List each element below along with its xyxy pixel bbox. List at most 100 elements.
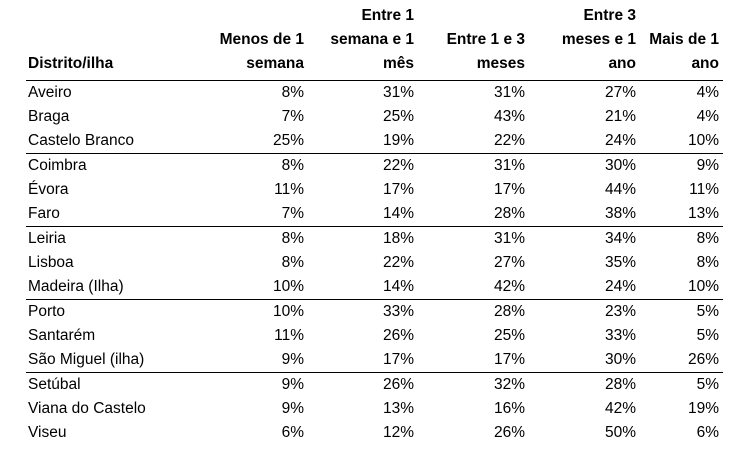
district-name-cell: Porto (28, 303, 66, 320)
percentage-cell: 26% (382, 327, 414, 344)
percentage-cell: 30% (604, 157, 636, 174)
percentage-cell: 11% (274, 181, 304, 198)
percentage-cell: 31% (493, 84, 525, 101)
percentage-cell: 13% (382, 400, 414, 417)
percentage-cell: 23% (604, 303, 636, 320)
percentage-cell: 28% (493, 303, 525, 320)
percentage-cell: 18% (382, 230, 414, 247)
percentage-cell: 9% (696, 157, 719, 174)
table-header: Distrito/ilha Menos de 1 semana Entre 1 … (26, 4, 723, 81)
percentage-cell: 17% (382, 181, 414, 198)
table-body: Aveiro 8% 31% 31% 27% 4% Braga 7% 25% 43% 21% 4% Cas… (26, 81, 723, 446)
table-row: São Miguel (ilha) 9% 17% 17% 30% 26% (26, 348, 723, 373)
district-name-cell: Viseu (28, 424, 67, 441)
percentage-cell: 34% (604, 230, 636, 247)
table-row: Santarém 11% 26% 25% 33% 5% (26, 324, 723, 348)
district-name-cell: Castelo Branco (28, 132, 134, 149)
percentage-cell: 10% (687, 278, 719, 295)
percentage-cell: 43% (493, 108, 525, 125)
percentage-cell: 24% (604, 278, 636, 295)
header-3-months-to-1-year: Entre 3 meses e 1 ano (561, 7, 636, 72)
percentage-cell: 22% (493, 132, 525, 149)
percentage-cell: 5% (696, 327, 719, 344)
percentage-cell: 10% (272, 303, 304, 320)
percentage-cell: 31% (493, 157, 525, 174)
percentage-cell: 38% (604, 205, 636, 222)
district-name-cell: Coimbra (28, 157, 87, 174)
percentage-cell: 31% (382, 84, 414, 101)
percentage-cell: 25% (382, 108, 414, 125)
district-name-cell: São Miguel (ilha) (28, 351, 145, 368)
percentage-cell: 28% (604, 376, 636, 393)
table-row: Viseu 6% 12% 26% 50% 6% (26, 421, 723, 445)
percentage-cell: 7% (281, 108, 304, 125)
header-row: Distrito/ilha Menos de 1 semana Entre 1 … (26, 4, 723, 81)
percentage-cell: 25% (272, 132, 304, 149)
percentage-cell: 5% (696, 303, 719, 320)
header-1-week-to-1-month: Entre 1 semana e 1 mês (330, 7, 414, 72)
percentage-cell: 8% (696, 254, 719, 271)
percentage-cell: 26% (382, 376, 414, 393)
percentage-cell: 26% (493, 424, 525, 441)
percentage-cell: 33% (604, 327, 636, 344)
header-district: Distrito/ilha (28, 55, 114, 72)
percentage-cell: 27% (493, 254, 525, 271)
percentage-cell: 27% (604, 84, 636, 101)
percentage-cell: 17% (493, 181, 525, 198)
percentage-cell: 5% (696, 376, 719, 393)
percentage-cell: 35% (604, 254, 636, 271)
percentage-cell: 14% (382, 278, 414, 295)
percentage-cell: 13% (687, 205, 719, 222)
district-name-cell: Évora (28, 181, 69, 198)
percentage-cell: 44% (604, 181, 636, 198)
percentage-cell: 9% (281, 351, 304, 368)
percentage-cell: 26% (687, 351, 719, 368)
percentage-cell: 28% (493, 205, 525, 222)
percentage-cell: 8% (696, 230, 719, 247)
percentage-cell: 4% (696, 108, 719, 125)
percentage-cell: 8% (281, 230, 304, 247)
percentage-cell: 11% (274, 327, 304, 344)
percentage-cell: 32% (493, 376, 525, 393)
percentage-cell: 10% (687, 132, 719, 149)
percentage-cell: 17% (382, 351, 414, 368)
percentage-cell: 6% (281, 424, 304, 441)
table-row: Faro 7% 14% 28% 38% 13% (26, 202, 723, 227)
table-row: Castelo Branco 25% 19% 22% 24% 10% (26, 129, 723, 154)
percentage-cell: 8% (281, 254, 304, 271)
percentage-cell: 22% (382, 157, 414, 174)
percentage-cell: 21% (604, 108, 636, 125)
percentage-cell: 6% (696, 424, 719, 441)
percentage-cell: 14% (382, 205, 414, 222)
percentage-cell: 25% (493, 327, 525, 344)
table-row: Viana do Castelo 9% 13% 16% 42% 19% (26, 397, 723, 421)
district-name-cell: Lisboa (28, 254, 74, 271)
percentage-cell: 50% (604, 424, 636, 441)
district-name-cell: Santarém (28, 327, 96, 344)
district-name-cell: Setúbal (28, 376, 81, 393)
percentage-cell: 17% (493, 351, 525, 368)
percentage-cell: 24% (604, 132, 636, 149)
percentage-cell: 9% (281, 400, 304, 417)
district-name-cell: Madeira (Ilha) (28, 278, 124, 295)
district-name-cell: Viana do Castelo (28, 400, 146, 417)
percentage-cell: 9% (281, 376, 304, 393)
percentage-cell: 30% (604, 351, 636, 368)
header-1-to-3-months: Entre 1 e 3 meses (446, 31, 525, 72)
percentage-cell: 22% (382, 254, 414, 271)
table-row: Leiria 8% 18% 31% 34% 8% (26, 227, 723, 252)
percentage-cell: 4% (696, 84, 719, 101)
percentage-cell: 31% (493, 230, 525, 247)
percentage-cell: 11% (689, 181, 719, 198)
table-row: Coimbra 8% 22% 31% 30% 9% (26, 154, 723, 179)
percentage-cell: 42% (493, 278, 525, 295)
data-table: Distrito/ilha Menos de 1 semana Entre 1 … (26, 4, 723, 445)
percentage-cell: 19% (382, 132, 414, 149)
district-name-cell: Leiria (28, 230, 66, 247)
district-name-cell: Aveiro (28, 84, 72, 101)
percentage-cell: 16% (493, 400, 525, 417)
table-row: Lisboa 8% 22% 27% 35% 8% (26, 251, 723, 275)
percentage-cell: 33% (382, 303, 414, 320)
percentage-cell: 8% (281, 84, 304, 101)
